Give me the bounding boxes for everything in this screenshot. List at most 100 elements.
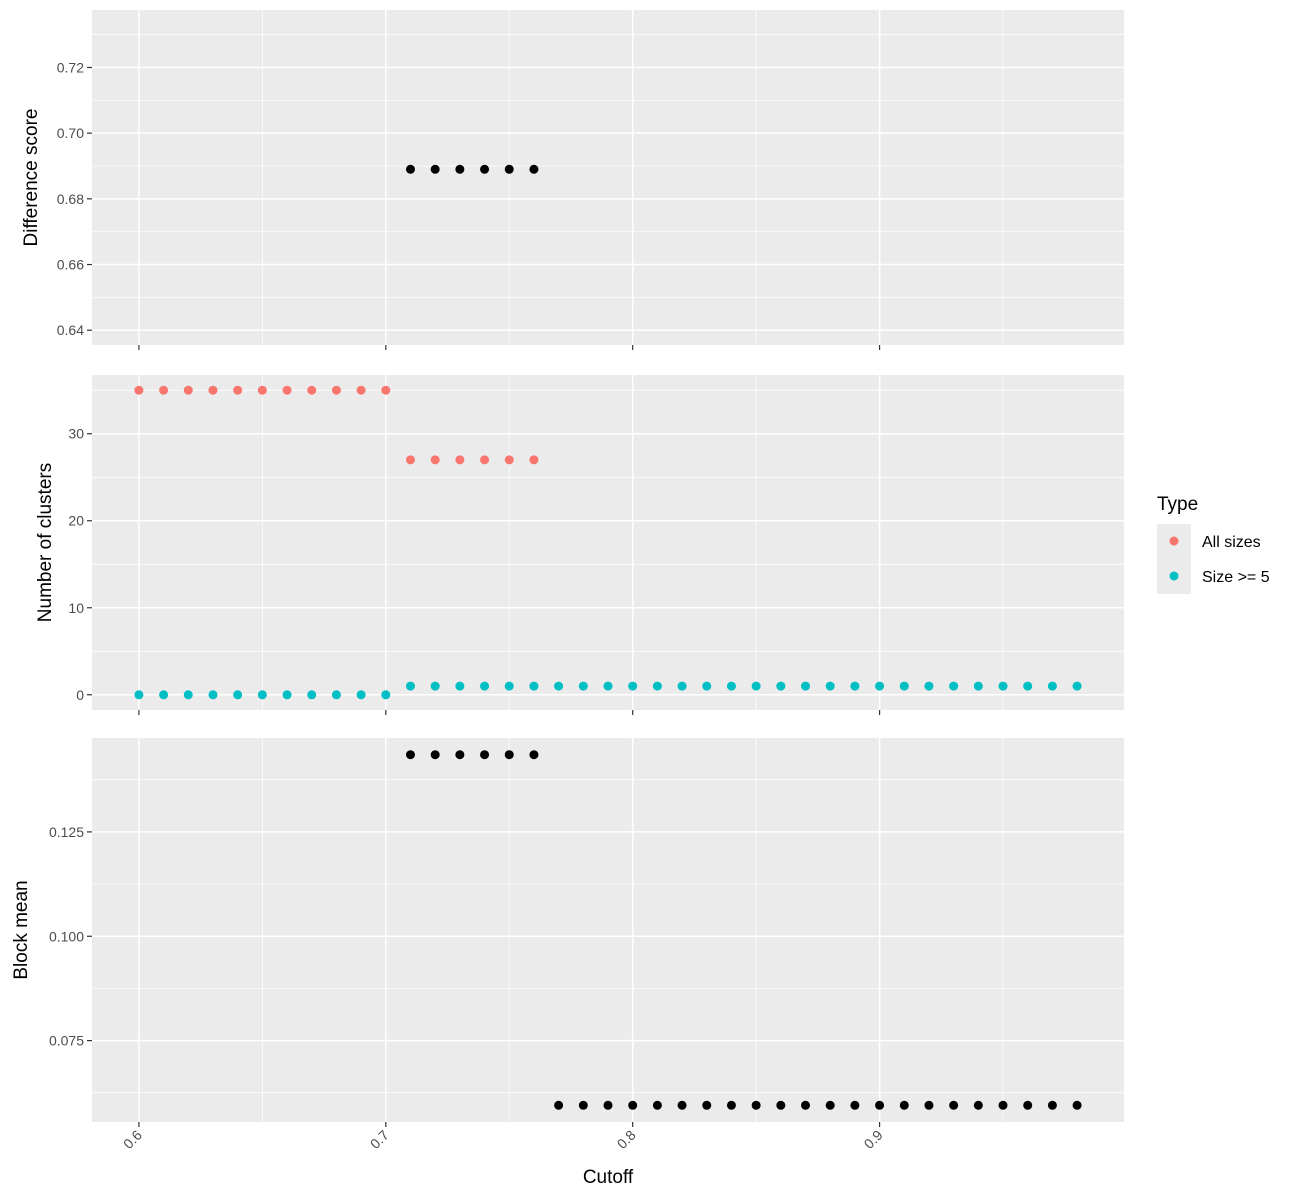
data-point <box>924 1100 934 1110</box>
data-point <box>899 1100 909 1110</box>
data-point <box>529 681 539 691</box>
data-point <box>430 681 440 691</box>
data-point <box>1047 1100 1057 1110</box>
y-tick-label: 0.075 <box>49 1033 84 1049</box>
data-point <box>405 164 415 174</box>
data-point <box>554 1100 564 1110</box>
data-point <box>801 681 811 691</box>
y-tick-label: 0.125 <box>49 824 84 840</box>
data-point <box>257 690 267 700</box>
x-axis-title: Cutoff <box>583 1167 634 1188</box>
y-tick-label: 0.66 <box>57 257 84 273</box>
data-point <box>776 1100 786 1110</box>
data-point <box>751 1100 761 1110</box>
data-point <box>529 750 539 760</box>
y-tick-label: 30 <box>68 426 84 442</box>
series-all-sizes <box>134 385 539 465</box>
series-size-5 <box>134 681 1082 700</box>
data-point <box>726 1100 736 1110</box>
legend-label: All sizes <box>1202 534 1261 551</box>
data-point <box>949 1100 959 1110</box>
x-tick-label: 0.7 <box>367 1127 392 1152</box>
data-point <box>899 681 909 691</box>
data-point <box>578 681 588 691</box>
y-tick-label: 0.72 <box>57 59 84 75</box>
data-point <box>159 690 169 700</box>
data-point <box>603 1100 613 1110</box>
data-point <box>924 681 934 691</box>
data-point <box>455 681 465 691</box>
x-tick-label: 0.6 <box>120 1127 145 1152</box>
series-points <box>405 750 1082 1110</box>
legend-entry: All sizes <box>1169 534 1261 551</box>
panel-3: 0.075 0.100 0.125 Block mean <box>11 738 1124 1127</box>
data-point <box>233 385 243 395</box>
data-point <box>850 1100 860 1110</box>
data-point <box>331 690 341 700</box>
data-point <box>603 681 613 691</box>
data-point <box>480 164 490 174</box>
data-point <box>1072 1100 1082 1110</box>
data-point <box>973 681 983 691</box>
y-tick-label: 20 <box>68 513 84 529</box>
panel-2: 0 10 20 30 Number of clusters <box>35 375 1124 715</box>
data-point <box>652 681 662 691</box>
data-point <box>702 681 712 691</box>
data-point <box>134 690 144 700</box>
y-tick-label: 0.64 <box>57 322 84 338</box>
data-point <box>405 750 415 760</box>
data-point <box>702 1100 712 1110</box>
legend-label: Size >= 5 <box>1202 569 1270 586</box>
data-point <box>504 455 514 465</box>
y-tick-label: 0.68 <box>57 191 84 207</box>
data-point <box>331 385 341 395</box>
panels: 0.64 0.66 0.68 0.70 0.72 Difference score 0 10 2… <box>11 10 1124 1152</box>
y-tick-label: 10 <box>68 600 84 616</box>
data-point <box>480 455 490 465</box>
data-point <box>973 1100 983 1110</box>
data-point <box>480 681 490 691</box>
y-axis-title: Block mean <box>11 880 32 979</box>
data-point <box>356 690 366 700</box>
data-point <box>1047 681 1057 691</box>
data-point <box>776 681 786 691</box>
data-point <box>628 681 638 691</box>
data-point <box>455 750 465 760</box>
legend-title: Type <box>1157 494 1198 515</box>
panel-background <box>92 10 1124 345</box>
data-point <box>529 455 539 465</box>
data-point <box>183 690 193 700</box>
data-point <box>183 385 193 395</box>
data-point <box>257 385 267 395</box>
x-tick-label: 0.9 <box>861 1127 886 1152</box>
data-point <box>381 690 391 700</box>
panel-background <box>92 738 1124 1122</box>
panel-1: 0.64 0.66 0.68 0.70 0.72 Difference score <box>21 10 1124 350</box>
data-point <box>430 455 440 465</box>
data-point <box>677 1100 687 1110</box>
y-axis-title: Number of clusters <box>35 463 56 622</box>
data-point <box>430 750 440 760</box>
data-point <box>282 385 292 395</box>
data-point <box>504 164 514 174</box>
data-point <box>677 681 687 691</box>
data-point <box>430 164 440 174</box>
data-point <box>825 1100 835 1110</box>
data-point <box>282 690 292 700</box>
data-point <box>751 681 761 691</box>
legend-key <box>1169 571 1179 581</box>
y-tick-label: 0.100 <box>49 928 84 944</box>
data-point <box>1023 681 1033 691</box>
legend-entries: All sizes Size >= 5 <box>1169 534 1270 586</box>
data-point <box>504 681 514 691</box>
data-point <box>554 681 564 691</box>
data-point <box>455 455 465 465</box>
data-point <box>208 385 218 395</box>
data-point <box>233 690 243 700</box>
data-point <box>949 681 959 691</box>
data-point <box>801 1100 811 1110</box>
data-point <box>825 681 835 691</box>
x-tick-labels: 0.6 0.7 0.8 0.9 <box>120 1127 886 1152</box>
data-point <box>405 455 415 465</box>
y-tick-label: 0.70 <box>57 125 84 141</box>
